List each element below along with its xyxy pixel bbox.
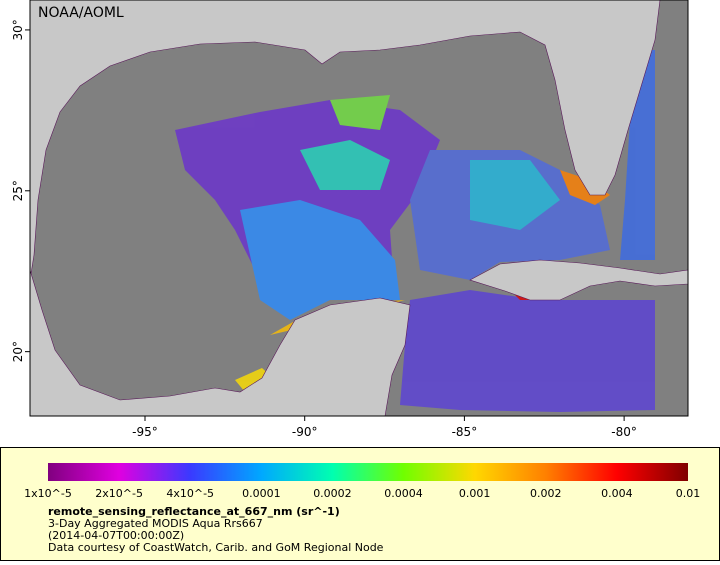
patch [330,95,390,130]
colorbar-label: 0.002 [530,487,562,500]
patch [400,290,655,412]
x-tick-label: -80° [611,425,637,439]
colorbar-label: 0.0001 [242,487,281,500]
y-tick-label: 20° [11,341,25,362]
x-tick-label: -90° [292,425,318,439]
legend-line: (2014-04-07T00:00:00Z) [48,529,184,542]
legend-line: 3-Day Aggregated MODIS Aqua Rrs667 [48,517,263,530]
x-tick-label: -95° [132,425,158,439]
legend-title: remote_sensing_reflectance_at_667_nm (sr… [48,505,340,518]
colorbar-label: 1x10^-5 [24,487,72,500]
map-area: NOAA/AOML [29,0,689,417]
colorbar-label: 0.0002 [313,487,352,500]
colorbar-label: 0.004 [601,487,633,500]
colorbar-label: 4x10^-5 [166,487,214,500]
patch [470,160,560,230]
patch [300,140,390,190]
patch [595,50,655,260]
colorbar-label: 2x10^-5 [95,487,143,500]
y-tick-label: 25° [11,180,25,201]
north-america [29,0,661,281]
credit: NOAA/AOML [38,5,124,21]
colorbar-label: 0.001 [459,487,491,500]
patch [240,200,400,320]
patch [560,170,610,205]
legend-panel: remote_sensing_reflectance_at_667_nm (sr… [0,447,720,561]
map-frame [29,0,689,417]
y-tick-label: 30° [11,19,25,40]
x-tick-label: -85° [452,425,478,439]
colorbar-label: 0.0004 [384,487,423,500]
colorbar [48,463,688,481]
legend-line: Data courtesy of CoastWatch, Carib. and … [48,541,384,554]
colorbar-label: 0.01 [676,487,701,500]
data-patches [175,50,655,412]
mexico [29,269,411,417]
